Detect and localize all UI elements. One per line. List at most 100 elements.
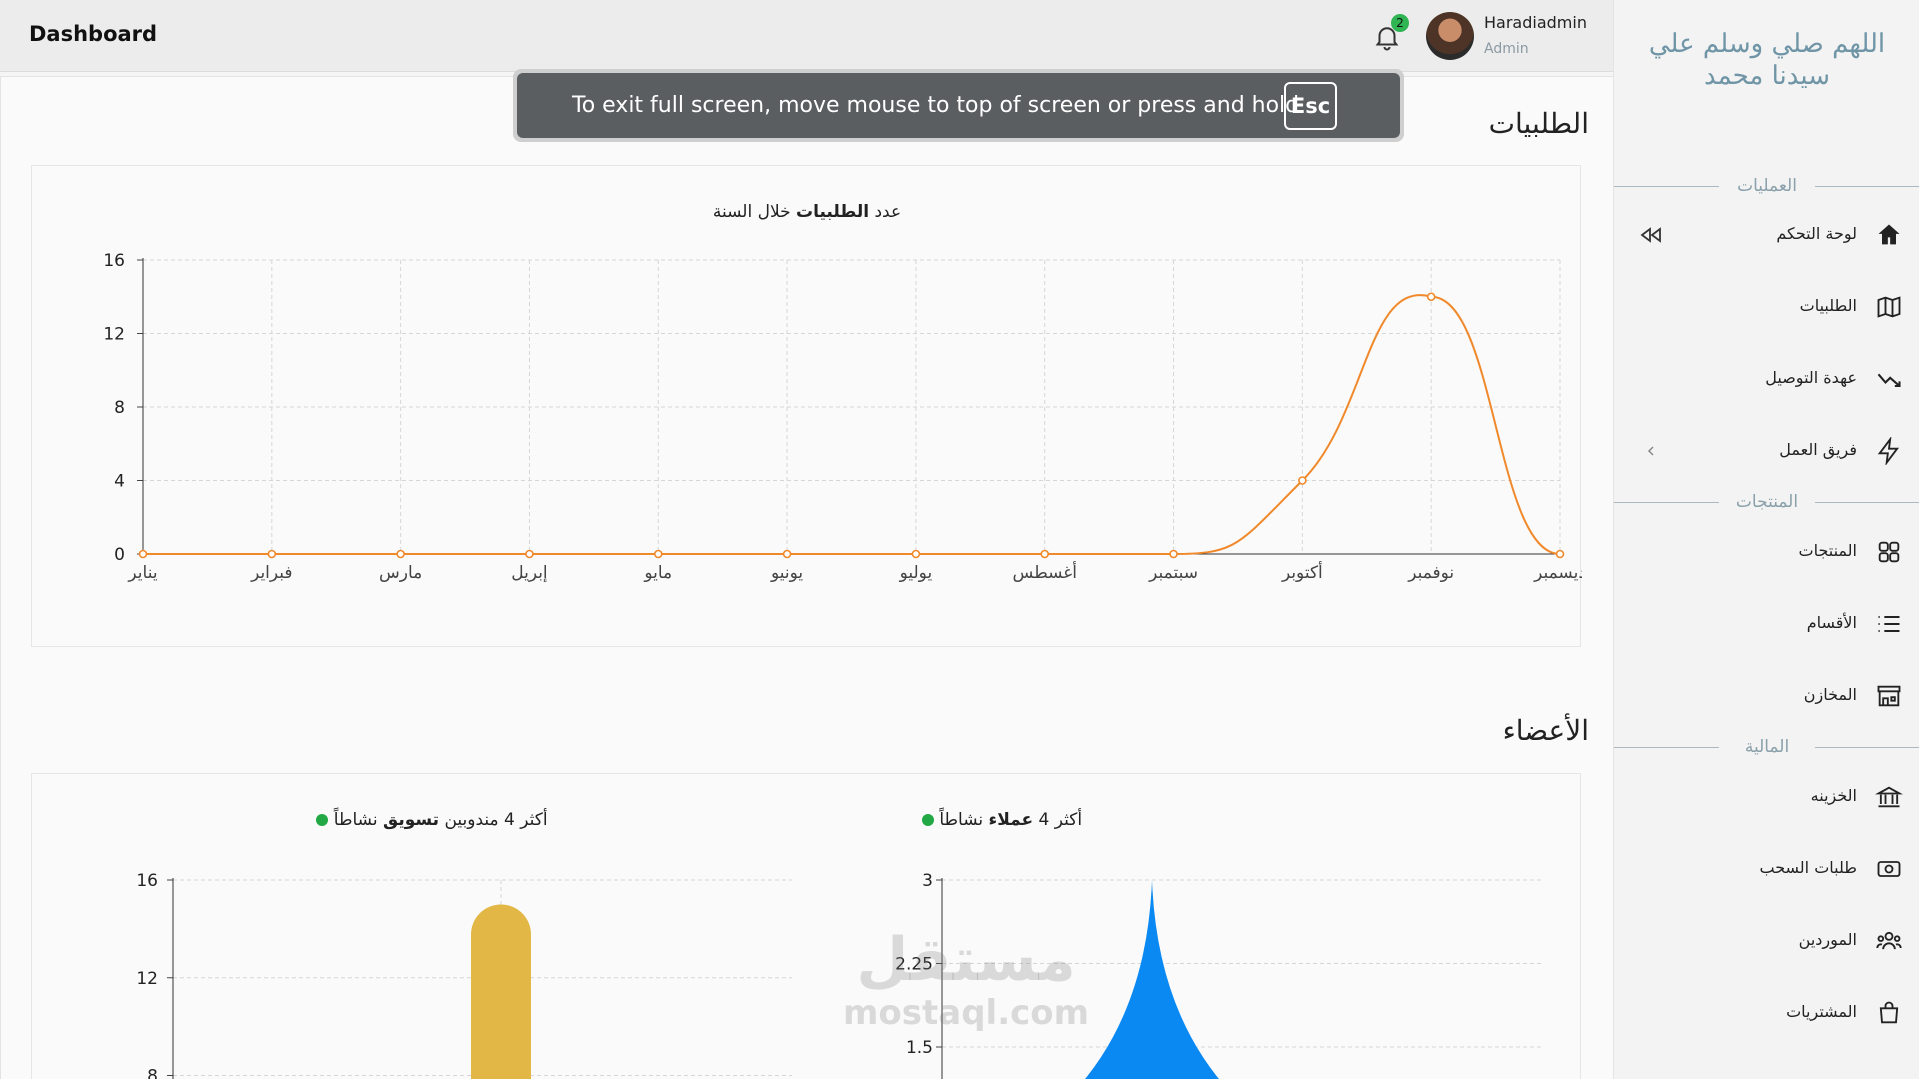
- y-tick-label: 12: [103, 325, 125, 345]
- section-products: المنتجات: [1614, 492, 1919, 512]
- y-tick-label: 1.5: [906, 1038, 933, 1058]
- data-point: [525, 549, 534, 559]
- sidebar-item-label: عهدة التوصيل: [1765, 368, 1857, 387]
- marketers-chart: 8 12 16: [136, 871, 792, 1079]
- section-finance: المالية: [1614, 737, 1919, 757]
- watermark-arabic: مستقل: [856, 925, 1076, 995]
- orders-chart-title: عدد الطلبيات خلال السنة: [712, 202, 902, 222]
- list-icon: [1878, 615, 1900, 633]
- y-tick-label: 3: [922, 871, 933, 891]
- data-point: [653, 549, 663, 559]
- orders-line-chart: 0 4 8 12 16 يناير فبراير مارس إبريل مايو يونيو يولي…: [103, 251, 1582, 583]
- sidebar-item-stores[interactable]: المخازن: [1613, 674, 1919, 718]
- sidebar-item-delivery[interactable]: عهدة التوصيل: [1613, 357, 1919, 401]
- y-tick-label: 8: [114, 398, 125, 418]
- watermark: مستقل mostaql.com: [843, 925, 1089, 1031]
- map-icon: [1877, 296, 1901, 318]
- sidebar-item-label: الموردين: [1798, 930, 1857, 949]
- x-tick-label: فبراير: [250, 563, 292, 583]
- sidebar-item-withdrawals[interactable]: طلبات السحب: [1613, 847, 1919, 891]
- x-tick-label: يناير: [127, 563, 157, 583]
- x-tick-label: إبريل: [511, 563, 547, 583]
- store-icon: [1877, 685, 1901, 707]
- bell-icon[interactable]: [1372, 22, 1402, 52]
- y-tick-label: 16: [103, 251, 125, 271]
- data-point: [1298, 476, 1307, 485]
- clients-chart: 1.5 2.25 3: [895, 871, 1542, 1079]
- sidebar-item-team[interactable]: فريق العمل: [1613, 429, 1919, 473]
- collapse-sidebar-icon[interactable]: [1637, 223, 1665, 247]
- marketers-chart-title: أكثر 4 مندوبين تسويق نشاطاً: [272, 810, 592, 830]
- bank-icon: [1875, 786, 1903, 808]
- sidebar-item-label: الخزينه: [1810, 786, 1857, 805]
- sidebar-item-products[interactable]: المنتجات: [1613, 530, 1919, 574]
- top-header: Dashboard 2 Haradiadmin Admin: [0, 0, 1613, 72]
- y-tick-label: 4: [114, 472, 125, 492]
- data-point: [1426, 292, 1436, 302]
- sidebar-item-label: الأقسام: [1806, 613, 1857, 632]
- sidebar-item-label: المنتجات: [1798, 541, 1858, 560]
- user-name: Haradiadmin: [1484, 13, 1587, 32]
- sidebar-item-dashboard[interactable]: لوحة التحكم: [1613, 213, 1919, 257]
- y-tick-label: 12: [136, 969, 158, 989]
- x-tick-label: نوفمبر: [1407, 563, 1454, 583]
- status-dot-icon: [921, 814, 934, 826]
- watermark-latin: mostaql.com: [843, 993, 1090, 1033]
- home-icon: [1878, 224, 1900, 245]
- orders-section-title: الطلبيات: [1488, 107, 1589, 140]
- y-tick-label: 2.25: [895, 955, 933, 975]
- sidebar-item-label: المخازن: [1803, 685, 1857, 704]
- data-point: [911, 549, 921, 559]
- lightning-icon: [1877, 437, 1900, 465]
- marketer-bar: [471, 904, 531, 1079]
- sidebar-item-categories[interactable]: الأقسام: [1613, 602, 1919, 646]
- sidebar: اللهم صلي وسلم علي سيدنا محمد العمليات ل…: [1613, 0, 1919, 1079]
- data-point: [1040, 549, 1050, 559]
- chevron-left-icon[interactable]: [1637, 439, 1665, 463]
- sidebar-item-suppliers[interactable]: الموردين: [1613, 919, 1919, 963]
- x-tick-label: يوليو: [899, 563, 933, 583]
- x-tick-label: يونيو: [770, 563, 803, 583]
- section-operations: العمليات: [1614, 176, 1919, 196]
- user-role: Admin: [1484, 41, 1529, 57]
- x-tick-label: ديسمبر: [1533, 563, 1582, 583]
- data-point: [1169, 549, 1178, 559]
- x-tick-label: مايو: [643, 563, 672, 583]
- sidebar-item-label: لوحة التحكم: [1776, 224, 1857, 243]
- notification-badge: 2: [1391, 14, 1409, 32]
- data-point: [396, 549, 405, 559]
- sidebar-item-purchases[interactable]: المشتريات: [1613, 991, 1919, 1035]
- sidebar-item-label: الطلبيات: [1799, 296, 1857, 315]
- clients-chart-title: أكثر 4 عملاء نشاطاً: [792, 810, 1212, 830]
- client-bar: [1084, 880, 1220, 1079]
- esc-key: Esc: [1284, 82, 1337, 130]
- cash-icon: [1877, 861, 1901, 877]
- sidebar-brand: اللهم صلي وسلم علي سيدنا محمد: [1648, 29, 1886, 91]
- x-tick-label: سبتمبر: [1148, 563, 1198, 583]
- sidebar-item-label: فريق العمل: [1779, 440, 1857, 459]
- sidebar-item-label: المشتريات: [1786, 1002, 1857, 1021]
- status-dot-icon: [316, 814, 329, 826]
- grid-icon: [1878, 541, 1900, 563]
- sidebar-item-treasury[interactable]: الخزينه: [1613, 775, 1919, 819]
- data-point: [1555, 549, 1565, 559]
- y-tick-label: 16: [136, 871, 158, 891]
- sidebar-item-label: طلبات السحب: [1759, 858, 1857, 877]
- users-icon: [1876, 931, 1902, 950]
- y-tick-label: 8: [147, 1067, 158, 1079]
- fullscreen-toast: To exit full screen, move mouse to top o…: [513, 69, 1404, 142]
- y-tick-label: 0: [114, 545, 125, 565]
- trend-down-icon: [1877, 373, 1901, 388]
- sidebar-item-orders[interactable]: الطلبيات: [1613, 285, 1919, 329]
- page-title: Dashboard: [29, 22, 158, 46]
- bag-icon: [1879, 1001, 1899, 1024]
- fullscreen-toast-text: To exit full screen, move mouse to top o…: [572, 93, 1300, 118]
- members-section-title: الأعضاء: [1502, 714, 1589, 747]
- avatar[interactable]: [1426, 12, 1474, 60]
- main-content: الطلبيات عدد الطلبيات خلال السنة 0 4 8 12 16…: [0, 76, 1613, 1079]
- x-tick-label: أكتوبر: [1281, 561, 1323, 583]
- x-tick-label: أغسطس: [1013, 561, 1077, 583]
- orders-chart-card: عدد الطلبيات خلال السنة 0 4 8 12 16 يناير فبرا…: [31, 165, 1582, 647]
- members-chart-card: أكثر 4 عملاء نشاطاً أكثر 4 مندوبين تسويق…: [31, 773, 1581, 1079]
- data-point: [782, 549, 792, 559]
